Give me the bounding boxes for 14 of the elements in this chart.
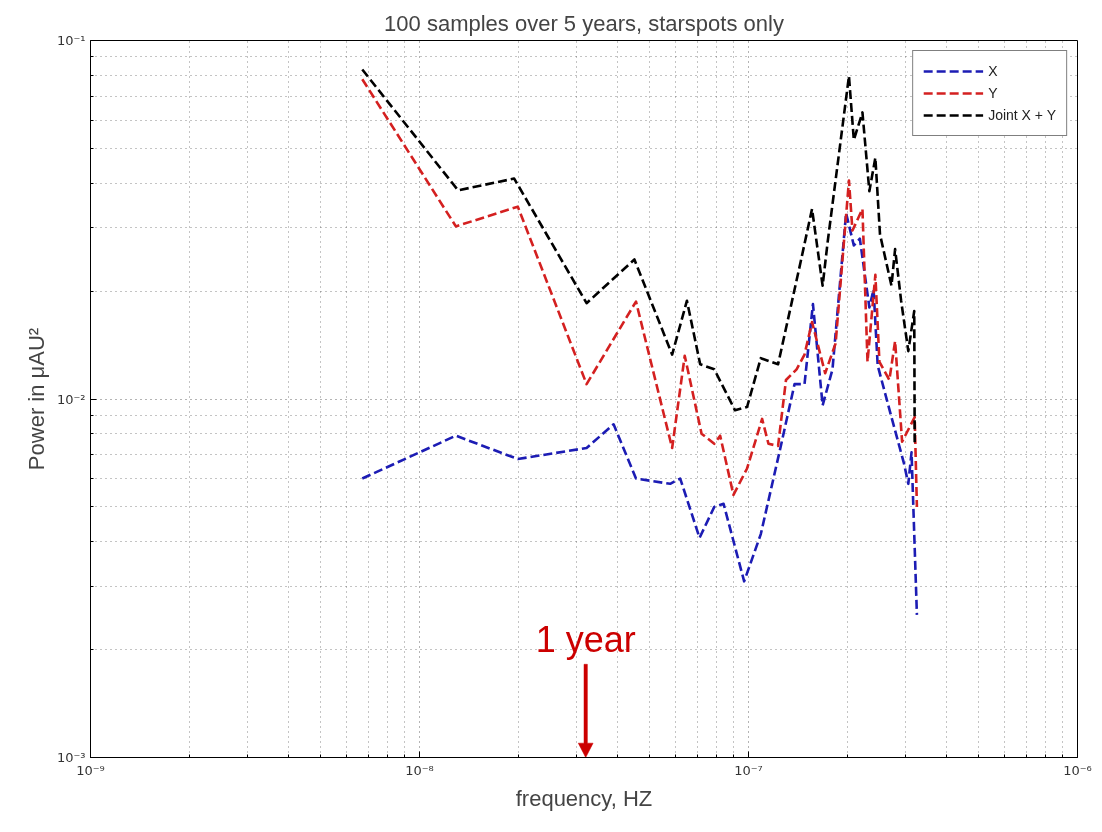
- ref-line-label: 1 year: [535, 619, 636, 661]
- y-tick-label: 10⁻²: [56, 391, 86, 407]
- y-tick-label: 10⁻¹: [56, 33, 86, 48]
- legend-label: Joint X + Y: [988, 107, 1056, 123]
- x-tick-label: 10⁻⁹: [76, 762, 105, 778]
- chart-title: 100 samples over 5 years, starspots only: [384, 10, 784, 36]
- x-axis-title: frequency, HZ: [515, 785, 653, 811]
- legend-label: X: [988, 63, 999, 79]
- y-tick-label: 10⁻³: [56, 750, 86, 765]
- y-axis-title: Power in μAU²: [23, 327, 49, 471]
- x-tick-label: 10⁻⁷: [734, 762, 763, 778]
- legend-label: Y: [988, 85, 999, 101]
- x-tick-label: 10⁻⁶: [1063, 762, 1092, 778]
- x-tick-label: 10⁻⁸: [405, 762, 434, 778]
